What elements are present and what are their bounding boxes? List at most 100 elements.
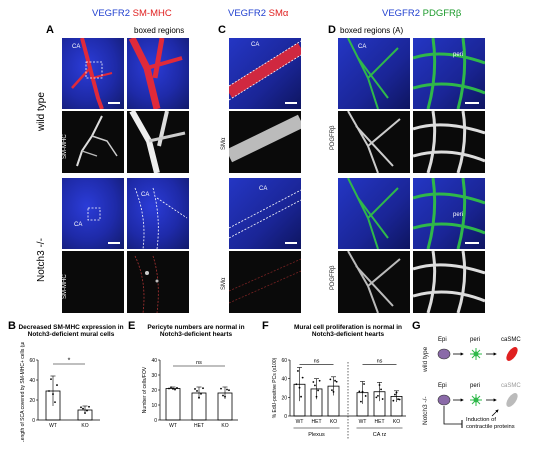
x-tick-label: KO [81, 423, 88, 429]
data-point [329, 378, 332, 381]
pericyte-icon [470, 394, 482, 406]
data-point [398, 398, 401, 401]
image-d-ko-merge [338, 178, 410, 249]
x-tick-label: KO [330, 419, 337, 425]
panel-e-letter: E [128, 320, 136, 332]
g-note-line2: contractile proteins [466, 423, 515, 430]
significance-label: * [68, 358, 71, 365]
data-point [300, 395, 302, 398]
inhibition-line [443, 406, 462, 425]
scale-bar [108, 242, 120, 244]
data-point [220, 387, 222, 390]
data-point [395, 391, 398, 394]
panel-a-title: VEGFR2 SM-MHC [92, 8, 172, 19]
data-point [86, 409, 88, 412]
data-point [318, 379, 321, 382]
x-tick-label: HET [375, 419, 385, 425]
x-tick-label: KO [221, 423, 228, 429]
group-label-carz: CA rz [373, 432, 387, 438]
panel-d-title: VEGFR2 PDGFRβ [382, 8, 462, 19]
image-d-wt-merge: CA [338, 38, 410, 109]
y-axis-label: % EdU-positive PCs (x100) [272, 357, 278, 418]
data-point [380, 388, 382, 391]
scale-bar [108, 102, 120, 104]
g-casmc-label: caSMC [501, 383, 521, 389]
x-tick-label: KO [393, 419, 400, 425]
data-point [52, 393, 54, 395]
data-point [317, 389, 319, 392]
ca-label: CA [358, 44, 367, 50]
data-point [198, 396, 200, 399]
data-point [222, 394, 224, 397]
y-tick-label: 0 [32, 418, 35, 424]
y-tick-label: 0 [154, 418, 157, 424]
x-tick-label: WT [49, 423, 57, 429]
channel-label-sma: SMα [221, 277, 227, 290]
data-point [394, 393, 396, 396]
data-point [358, 390, 361, 393]
g-note-line1: Induction of [466, 417, 496, 423]
image-c-ko-merge: CA [229, 178, 301, 249]
image-a-ko-smmhc: SM-MHC [62, 251, 124, 313]
significance-label: ns [314, 359, 320, 365]
y-tick-label: 20 [29, 398, 35, 404]
image-a-ko-merge: CA [62, 178, 124, 249]
panel-g-letter: G [412, 320, 421, 332]
g-row-notch3: Notch3 -/- [422, 396, 429, 425]
x-tick-label: HET [194, 423, 204, 429]
data-point [82, 407, 84, 410]
panel-c-title: VEGFR2 SMα [228, 8, 289, 19]
data-point [381, 398, 384, 400]
data-point [56, 384, 58, 386]
bar [165, 388, 181, 421]
row-label-wildtype: wild type [36, 92, 47, 131]
row-label-notch3: Notch3 -/- [36, 238, 47, 282]
data-point [174, 388, 176, 391]
data-point [172, 387, 174, 390]
data-point [54, 401, 56, 404]
data-point [226, 388, 228, 391]
ca-label: CA [72, 44, 81, 50]
data-point [364, 395, 367, 397]
casmc-gray-icon [506, 393, 518, 407]
g-peri-label: peri [470, 383, 481, 389]
y-axis-label: Number of cells/FOV [142, 366, 148, 413]
y-axis-label: Length of SCA covered by SM-MHC+ cells (… [20, 342, 26, 442]
data-point [315, 395, 318, 398]
y-tick-label: 60 [29, 358, 35, 364]
y-tick-label: 10 [151, 403, 157, 409]
g-peri-label: peri [470, 337, 481, 343]
g-row-wildtype: wild type [422, 346, 429, 372]
data-point [48, 390, 50, 392]
image-a-wt-merge: CA [62, 38, 124, 109]
panel-a-letter: A [46, 24, 54, 36]
image-d-wt-pdgfrb [338, 111, 410, 173]
data-point [360, 400, 362, 403]
data-point [375, 396, 378, 399]
panel-e-title: Pericyte numbers are normal in Notch3-de… [147, 324, 245, 339]
g-casmc-label: caSMC [501, 337, 521, 343]
data-point [228, 389, 230, 392]
panel-d-letter: D [328, 24, 336, 36]
image-d-ko-boxed-merge: peri [413, 178, 485, 249]
casmc-red-icon [506, 347, 518, 361]
vessel-overlay [71, 38, 113, 109]
image-a-ko-boxed-smmhc [127, 251, 189, 313]
image-a-ko-boxed-merge: CA [127, 178, 189, 249]
data-point [84, 412, 86, 414]
data-point [397, 398, 399, 401]
panel-b-title: Decreased SM-MHC expression in Notch3-de… [18, 324, 124, 339]
data-point [335, 380, 338, 383]
data-point [332, 391, 335, 393]
panel-b-letter: B [8, 320, 16, 332]
data-point [224, 395, 226, 398]
data-point [194, 388, 196, 390]
image-c-ko-sma [229, 251, 301, 313]
channel-label-smmhc: SM-MHC [62, 134, 68, 159]
data-point [196, 390, 198, 392]
image-c-wt-merge: CA [229, 38, 301, 109]
y-tick-label: 20 [151, 388, 157, 394]
y-tick-label: 60 [281, 358, 287, 364]
data-point [80, 406, 82, 409]
